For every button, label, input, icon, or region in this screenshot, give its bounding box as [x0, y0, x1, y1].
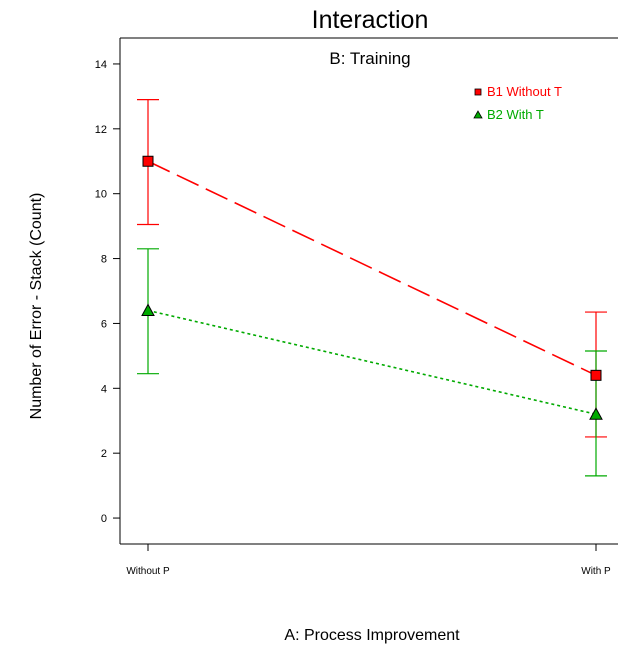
- data-point-triangle: [589, 407, 603, 420]
- y-tick-label: 10: [95, 189, 107, 201]
- y-tick-label: 2: [101, 448, 107, 460]
- plot-area: 0 2 4 6 8 10 12 14 Without P With P B1 Without T B2…: [95, 37, 618, 577]
- y-axis-label: Number of Error - Stack (Count): [28, 193, 45, 420]
- data-point-square: [142, 155, 154, 167]
- data-point-square: [590, 369, 602, 381]
- x-axis-label: A: Process Improvement: [284, 627, 460, 644]
- legend-marker-triangle: [473, 110, 483, 119]
- y-tick-label: 4: [101, 383, 107, 395]
- x-tick-label: With P: [581, 566, 611, 577]
- chart-subtitle: B: Training: [329, 49, 410, 68]
- legend-marker-square: [474, 88, 482, 96]
- series-line-2: [147, 309, 597, 416]
- legend-label: B1 Without T: [487, 84, 562, 99]
- y-tick-label: 6: [101, 318, 107, 330]
- y-tick-label: 0: [101, 513, 107, 525]
- chart-title: Interaction: [312, 6, 429, 34]
- legend-label: B2 With T: [487, 107, 544, 122]
- series-line-1: [147, 160, 597, 377]
- x-tick-label: Without P: [126, 566, 170, 577]
- y-tick-label: 12: [95, 124, 107, 136]
- y-tick-label: 14: [95, 59, 107, 71]
- y-tick-label: 8: [101, 254, 107, 266]
- data-point-triangle: [141, 303, 155, 316]
